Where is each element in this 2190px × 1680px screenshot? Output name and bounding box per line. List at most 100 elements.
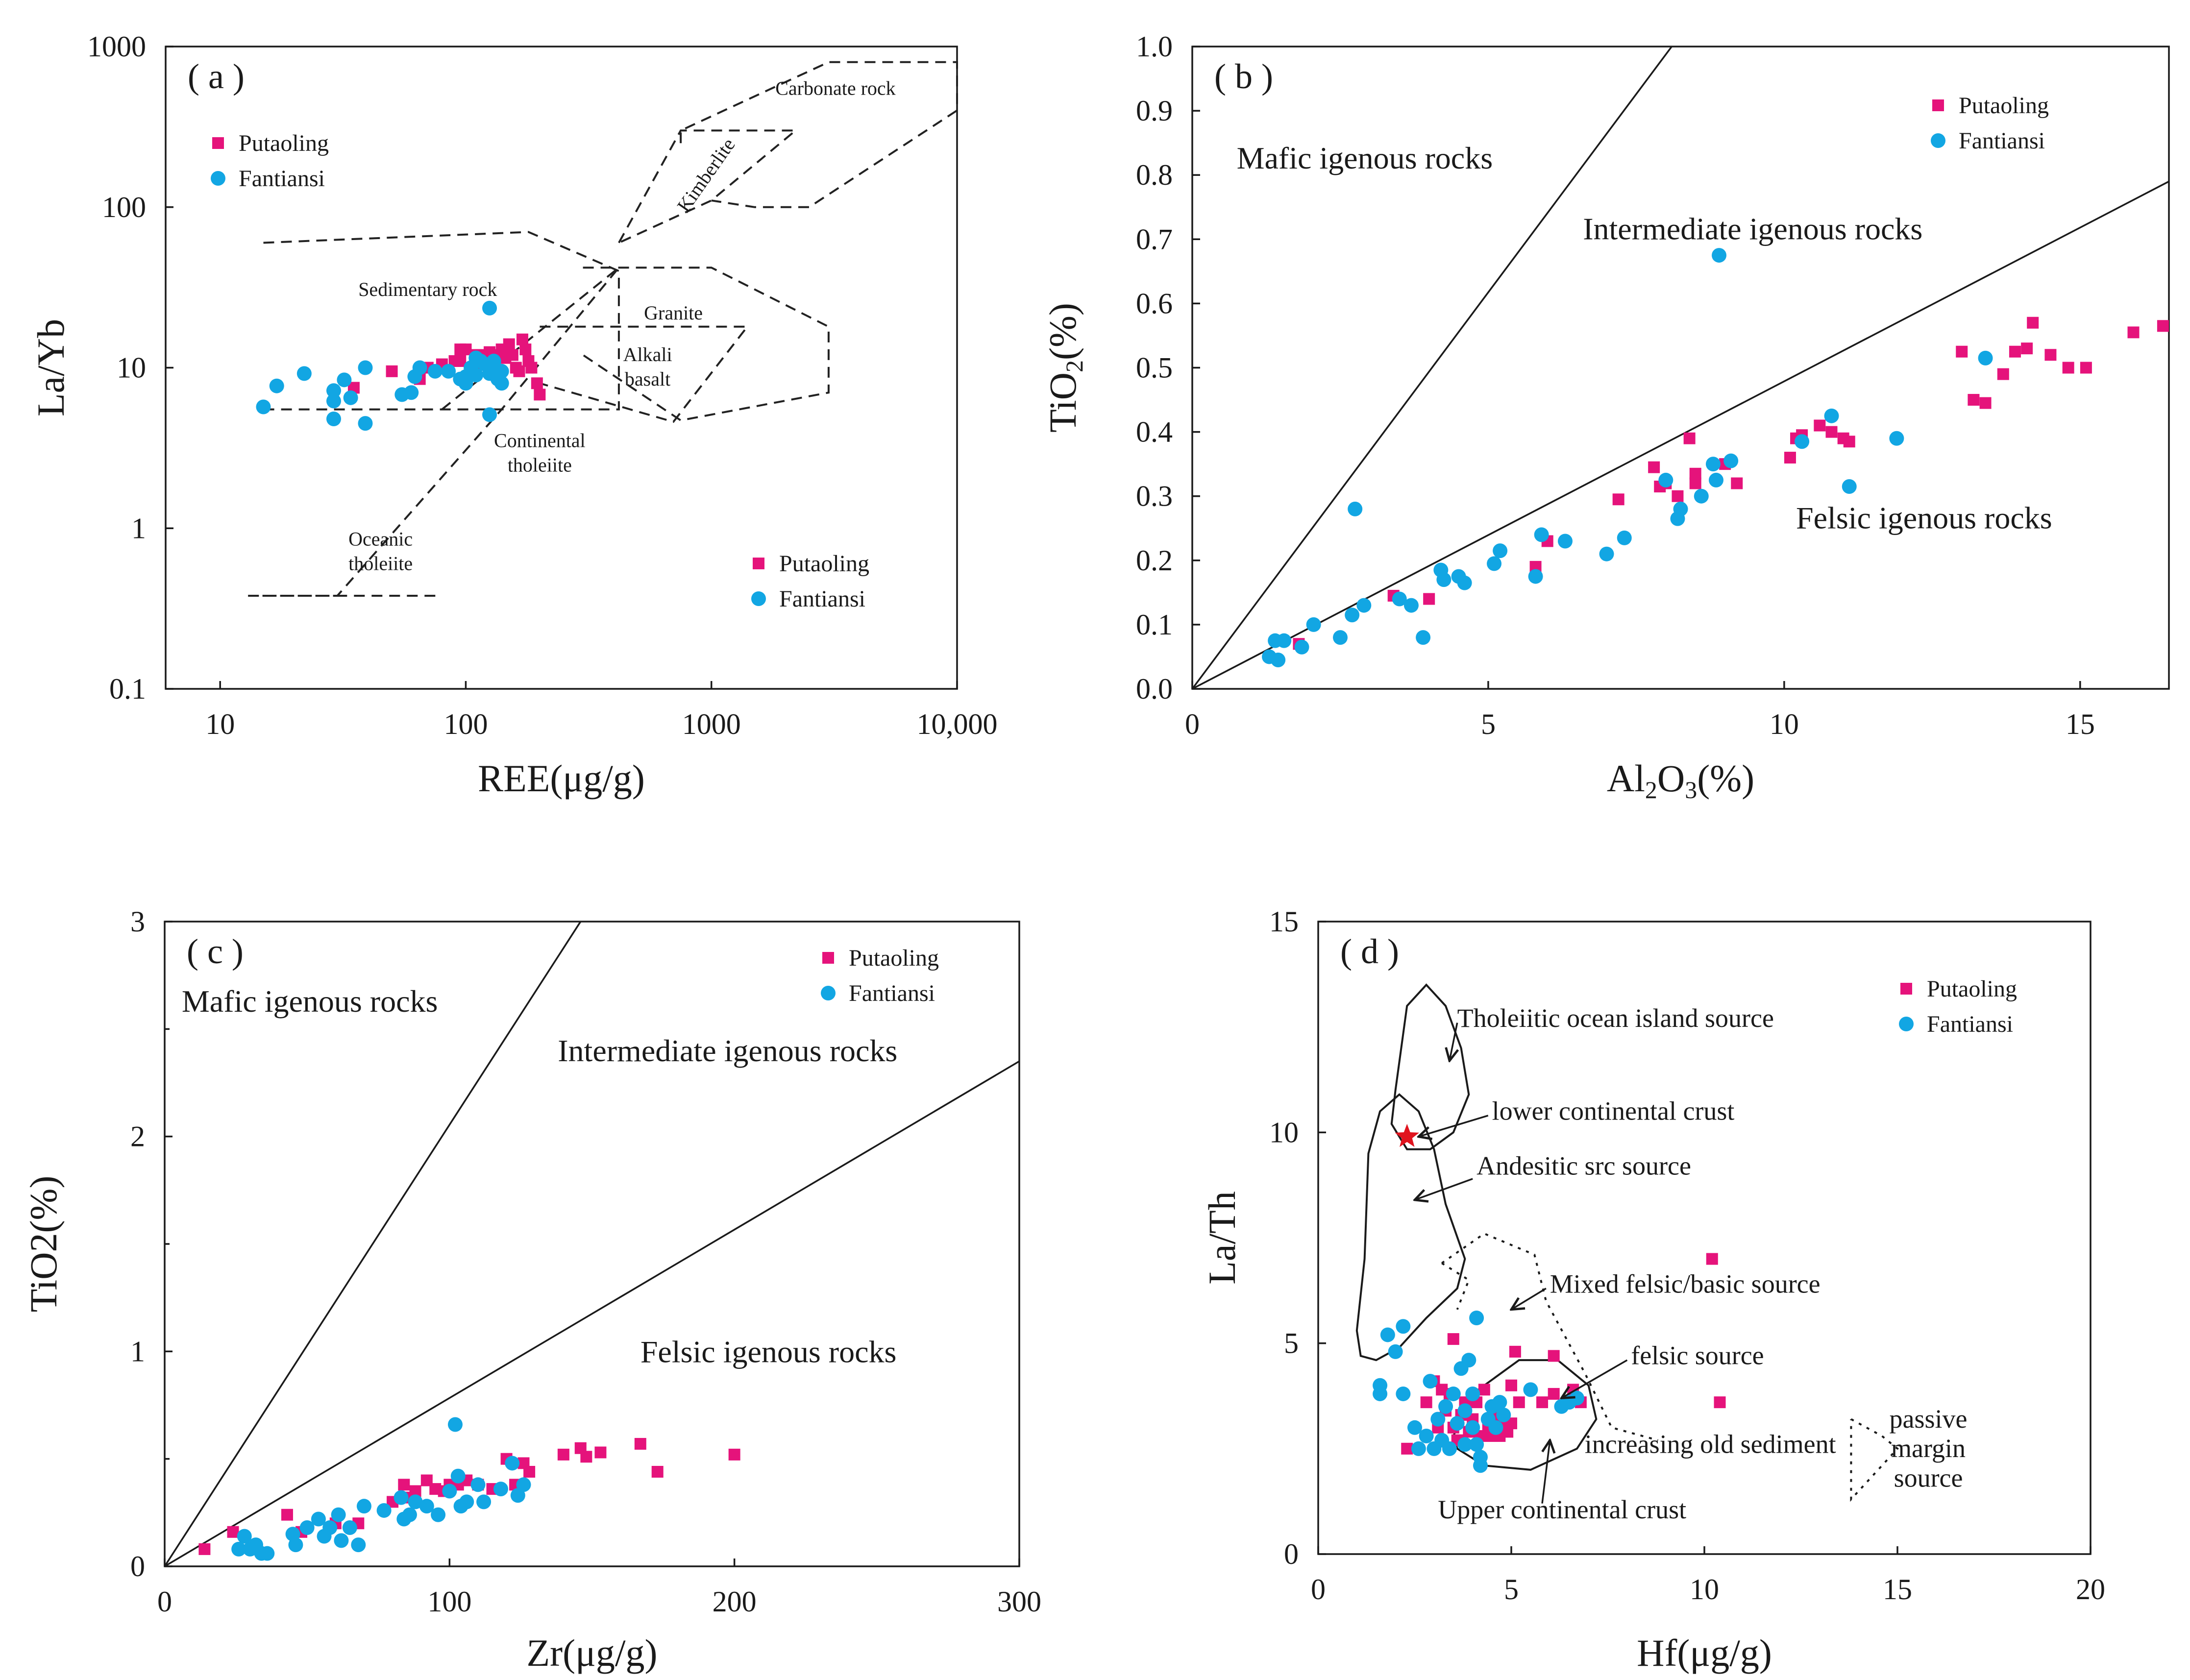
data-point-fantiansi bbox=[1332, 630, 1348, 645]
legend-marker-putaoling bbox=[1900, 983, 1912, 995]
data-point-fantiansi bbox=[326, 411, 341, 426]
data-point-putaoling bbox=[1501, 1426, 1514, 1438]
data-point-putaoling bbox=[519, 343, 532, 356]
data-point-fantiansi bbox=[260, 1546, 275, 1561]
data-point-fantiansi bbox=[256, 399, 271, 414]
data-point-fantiansi bbox=[1450, 1416, 1465, 1431]
data-point-fantiansi bbox=[311, 1511, 326, 1527]
data-point-putaoling bbox=[534, 389, 546, 401]
data-point-fantiansi bbox=[356, 1499, 371, 1514]
boundary-line bbox=[1192, 180, 2169, 690]
data-point-fantiansi bbox=[447, 1417, 463, 1432]
data-point-fantiansi bbox=[459, 1494, 474, 1510]
data-point-putaoling bbox=[1672, 490, 1684, 502]
series-fantiansi bbox=[1262, 248, 1993, 668]
y-tick-label: 10 bbox=[1269, 1116, 1299, 1148]
data-point-putaoling bbox=[1420, 1396, 1432, 1409]
data-point-putaoling bbox=[1825, 426, 1838, 438]
y-tick-label: 5 bbox=[1284, 1327, 1299, 1360]
y-tick-label: 0 bbox=[130, 1550, 145, 1583]
field-label: Oceanic bbox=[348, 528, 413, 550]
annotation-label: Tholeiitic ocean island source bbox=[1457, 1003, 1774, 1033]
data-point-putaoling bbox=[2157, 320, 2169, 332]
data-point-putaoling bbox=[1956, 345, 1968, 358]
y-tick-label: 1000 bbox=[87, 30, 146, 63]
panel-label: ( b ) bbox=[1214, 57, 1273, 96]
legend-marker-putaoling bbox=[212, 137, 224, 149]
annotation-label: source bbox=[1894, 1463, 1963, 1492]
data-point-fantiansi bbox=[331, 1507, 346, 1522]
data-point-putaoling bbox=[594, 1446, 607, 1459]
data-point-fantiansi bbox=[482, 300, 497, 316]
data-point-putaoling bbox=[1401, 1442, 1413, 1455]
data-point-fantiansi bbox=[1294, 639, 1309, 655]
annotation-label: passive bbox=[1890, 1404, 1968, 1434]
panel-d: 0 5 10 15 20 0 5 10 15 ( d ) Tholeiitic ocean isla… bbox=[1201, 905, 2105, 1674]
data-point-putaoling bbox=[1612, 493, 1624, 506]
data-point-fantiansi bbox=[1523, 1382, 1538, 1397]
data-point-putaoling bbox=[386, 365, 398, 377]
y-tick-label: 0.1 bbox=[109, 673, 146, 705]
legend: Putaoling Fantiansi bbox=[751, 551, 869, 612]
series-fantiansi bbox=[1373, 1311, 1584, 1473]
region-label: Intermediate igenous rocks bbox=[1583, 211, 1922, 246]
series-putaoling bbox=[1293, 317, 2169, 650]
data-point-fantiansi bbox=[1824, 408, 1839, 423]
x-tick-label: 0 bbox=[157, 1585, 172, 1618]
annotation-arrow bbox=[1511, 1288, 1547, 1310]
data-point-putaoling bbox=[506, 349, 518, 361]
mixed-source-field bbox=[1441, 1232, 1658, 1441]
data-point-fantiansi bbox=[1488, 1420, 1503, 1435]
y-tick-label: 0.9 bbox=[1136, 95, 1173, 127]
data-point-putaoling bbox=[513, 365, 525, 377]
data-point-fantiansi bbox=[1465, 1386, 1480, 1401]
field-label: tholeiite bbox=[508, 454, 572, 476]
data-point-fantiansi bbox=[1673, 501, 1688, 516]
data-point-putaoling bbox=[1706, 1253, 1718, 1265]
data-point-fantiansi bbox=[476, 1494, 492, 1510]
data-point-fantiansi bbox=[431, 1507, 446, 1522]
data-point-fantiansi bbox=[412, 360, 427, 375]
legend-label-putaoling: Putaoling bbox=[1927, 976, 2017, 1002]
data-point-fantiansi bbox=[1403, 598, 1419, 613]
data-point-fantiansi bbox=[1345, 608, 1360, 623]
legend: Putaoling Fantiansi bbox=[821, 945, 939, 1006]
field-label: basalt bbox=[625, 368, 670, 390]
data-point-fantiansi bbox=[470, 1477, 486, 1492]
panel-label: ( a ) bbox=[188, 57, 245, 96]
y-tick-label: 0.5 bbox=[1136, 352, 1173, 384]
data-point-fantiansi bbox=[441, 364, 456, 379]
data-point-fantiansi bbox=[408, 1494, 423, 1510]
data-point-fantiansi bbox=[1492, 1395, 1507, 1410]
data-point-putaoling bbox=[1689, 477, 1701, 489]
data-point-fantiansi bbox=[1392, 591, 1407, 607]
y-tick-label: 0.8 bbox=[1136, 159, 1173, 191]
data-point-putaoling bbox=[2127, 326, 2140, 339]
x-axis-label: REE(μg/g) bbox=[478, 757, 645, 800]
field-label: Continental bbox=[494, 430, 586, 452]
andesitic-source-field bbox=[1355, 1093, 1466, 1362]
data-point-putaoling bbox=[2009, 345, 2021, 358]
field-label: Granite bbox=[644, 302, 703, 324]
x-tick-label: 5 bbox=[1481, 708, 1496, 740]
mixed-source-field-edge bbox=[1441, 1262, 1470, 1310]
legend-label-putaoling: Putaoling bbox=[779, 551, 869, 577]
x-tick-label: 300 bbox=[997, 1585, 1041, 1618]
data-point-fantiansi bbox=[1396, 1319, 1411, 1334]
data-point-fantiansi bbox=[1430, 1412, 1446, 1427]
data-point-fantiansi bbox=[1842, 479, 1857, 494]
data-point-fantiansi bbox=[1658, 472, 1673, 487]
data-point-fantiansi bbox=[1493, 543, 1508, 559]
legend-label-fantiansi: Fantiansi bbox=[779, 586, 865, 612]
x-tick-label: 15 bbox=[2066, 708, 2095, 740]
x-axis-label: Hf(μg/g) bbox=[1637, 1631, 1772, 1674]
legend-label-fantiansi: Fantiansi bbox=[849, 980, 935, 1006]
data-point-fantiansi bbox=[1694, 488, 1709, 504]
data-point-fantiansi bbox=[1436, 572, 1452, 587]
x-tick-label: 0 bbox=[1311, 1573, 1326, 1606]
data-point-fantiansi bbox=[494, 376, 509, 391]
data-point-putaoling bbox=[227, 1526, 239, 1538]
data-point-fantiansi bbox=[334, 1533, 349, 1548]
data-point-fantiansi bbox=[296, 366, 312, 381]
